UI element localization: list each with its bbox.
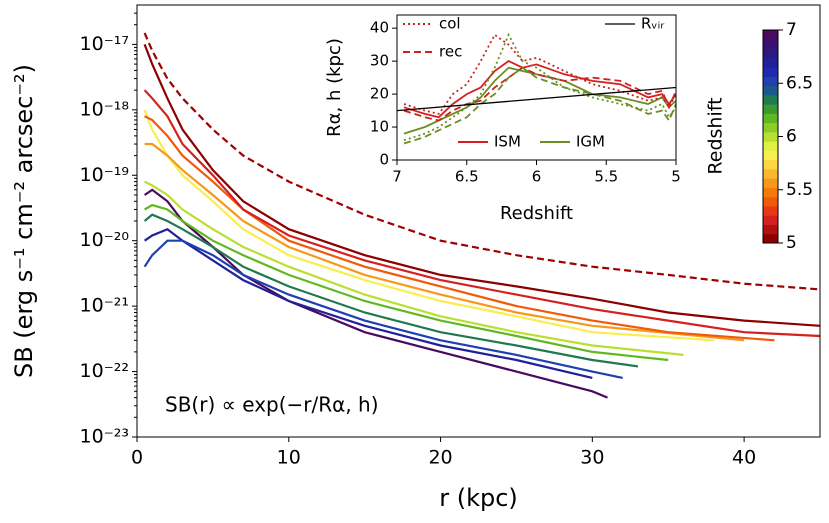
series-line	[403, 66, 676, 135]
colorbar-swatch	[763, 104, 778, 114]
series-line	[144, 203, 669, 362]
y-tick-label: 10⁻¹⁸	[80, 98, 129, 120]
series-line	[143, 227, 593, 379]
colorbar-swatch	[763, 39, 778, 50]
colorbar-swatch	[763, 131, 778, 142]
x-axis-label: Redshift	[500, 203, 573, 224]
y-tick-label: 10⁻²⁰	[80, 229, 129, 251]
colorbar-swatch	[763, 215, 778, 225]
y-axis-label: Rα, h (kpc)	[324, 38, 345, 137]
colorbar-swatch	[763, 30, 778, 40]
series-line	[143, 89, 820, 338]
plot-area	[143, 32, 820, 399]
y-tick-label: 30	[370, 52, 389, 70]
colorbar-swatch	[763, 113, 778, 124]
colorbar-swatch	[763, 187, 778, 198]
series-line	[143, 213, 639, 368]
series-line	[143, 44, 820, 327]
y-tick-label: 20	[370, 85, 389, 103]
annotation: SB(r) ∝ exp(−r/Rα, h)	[165, 393, 379, 417]
x-tick-label: 5	[671, 168, 681, 186]
colorbar-label: Redshift	[705, 97, 727, 174]
series-line	[144, 115, 775, 342]
x-tick-label: 0	[131, 447, 143, 469]
y-tick-label: 10⁻²²	[80, 360, 129, 382]
colorbar-tick-label: 6.5	[786, 73, 813, 93]
series-line	[143, 239, 623, 379]
colorbar-swatch	[763, 48, 778, 59]
x-tick-label: 20	[428, 447, 452, 469]
y-tick-label: 10⁻²³	[80, 426, 129, 448]
legend-label: ISM	[494, 133, 521, 151]
series-line	[143, 32, 820, 291]
colorbar-swatch	[763, 159, 778, 170]
colorbar-swatch	[763, 76, 778, 87]
x-tick-label: 7	[392, 168, 402, 186]
y-tick-label: 10⁻¹⁹	[80, 164, 129, 186]
colorbar-swatch	[763, 233, 778, 244]
colorbar-swatch	[763, 196, 778, 207]
y-axis-label: SB (erg s⁻¹ cm⁻² arcsec⁻²)	[10, 64, 38, 378]
series-line	[143, 109, 714, 342]
colorbar-swatch	[763, 178, 778, 188]
colorbar-tick-label: 7	[786, 20, 797, 40]
series-line	[397, 86, 676, 112]
colorbar-swatch	[763, 141, 778, 151]
x-tick-label: 30	[580, 447, 604, 469]
legend-label: col	[439, 15, 461, 33]
x-tick-label: 10	[277, 447, 301, 469]
y-tick-label: 0	[379, 151, 389, 169]
x-tick-label: 6.5	[455, 168, 479, 186]
x-tick-label: 40	[732, 447, 756, 469]
colorbar-tick-label: 5	[786, 233, 797, 253]
inset-background	[397, 15, 676, 160]
colorbar-swatch	[763, 67, 778, 77]
colorbar-swatch	[763, 168, 778, 179]
colorbar-swatch	[763, 205, 778, 216]
series-line	[143, 188, 608, 399]
colorbar-tick-label: 6	[786, 127, 797, 147]
x-tick-label: 5.5	[594, 168, 618, 186]
x-axis-label: r (kpc)	[439, 484, 518, 512]
series-line	[144, 180, 684, 356]
colorbar-swatch	[763, 85, 778, 96]
colorbar-swatch	[763, 224, 778, 235]
y-tick-label: 40	[370, 19, 389, 37]
y-tick-label: 10⁻¹⁷	[80, 33, 129, 55]
colorbar-swatch	[763, 122, 778, 133]
series-line	[403, 32, 676, 142]
series-line	[403, 66, 676, 145]
y-tick-label: 10⁻²¹	[80, 295, 129, 317]
legend-label: IGM	[576, 133, 605, 151]
y-tick-label: 10	[370, 118, 389, 136]
x-tick-label: 6	[532, 168, 542, 186]
colorbar-swatch	[763, 150, 778, 161]
plot-area	[397, 32, 676, 145]
colorbar-swatch	[763, 94, 778, 105]
colorbar-tick-label: 5.5	[786, 180, 813, 200]
series-line	[144, 142, 745, 342]
legend-label: Rᵥᵢᵣ	[641, 15, 664, 33]
legend-label: rec	[439, 43, 462, 61]
colorbar-swatch	[763, 57, 778, 68]
